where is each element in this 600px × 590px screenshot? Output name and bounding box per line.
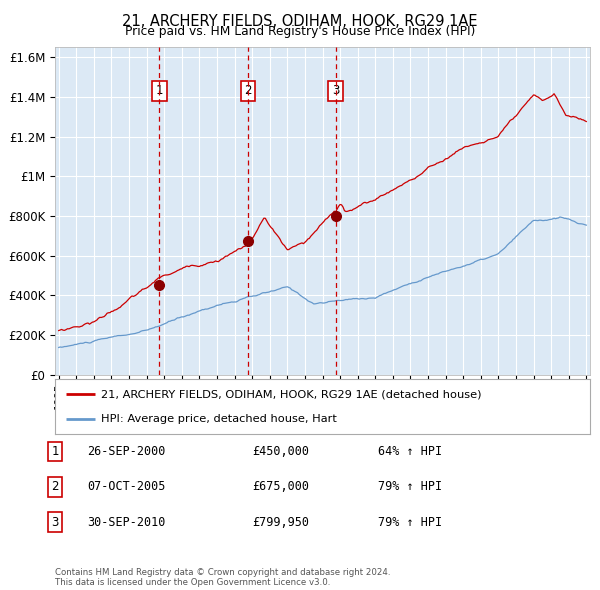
- Text: 1: 1: [156, 84, 163, 97]
- Text: £675,000: £675,000: [252, 480, 309, 493]
- Text: 26-SEP-2000: 26-SEP-2000: [87, 445, 166, 458]
- Text: 64% ↑ HPI: 64% ↑ HPI: [378, 445, 442, 458]
- Text: 3: 3: [332, 84, 340, 97]
- Text: 3: 3: [52, 516, 59, 529]
- Text: 1: 1: [52, 445, 59, 458]
- Text: Price paid vs. HM Land Registry's House Price Index (HPI): Price paid vs. HM Land Registry's House …: [125, 25, 475, 38]
- Text: £799,950: £799,950: [252, 516, 309, 529]
- Text: 21, ARCHERY FIELDS, ODIHAM, HOOK, RG29 1AE: 21, ARCHERY FIELDS, ODIHAM, HOOK, RG29 1…: [122, 14, 478, 29]
- Text: Contains HM Land Registry data © Crown copyright and database right 2024.
This d: Contains HM Land Registry data © Crown c…: [55, 568, 391, 587]
- Text: 07-OCT-2005: 07-OCT-2005: [87, 480, 166, 493]
- Text: 21, ARCHERY FIELDS, ODIHAM, HOOK, RG29 1AE (detached house): 21, ARCHERY FIELDS, ODIHAM, HOOK, RG29 1…: [101, 389, 481, 399]
- Text: 2: 2: [52, 480, 59, 493]
- Text: £450,000: £450,000: [252, 445, 309, 458]
- Text: 79% ↑ HPI: 79% ↑ HPI: [378, 516, 442, 529]
- Text: HPI: Average price, detached house, Hart: HPI: Average price, detached house, Hart: [101, 414, 337, 424]
- Text: 2: 2: [244, 84, 252, 97]
- Text: 30-SEP-2010: 30-SEP-2010: [87, 516, 166, 529]
- Text: 79% ↑ HPI: 79% ↑ HPI: [378, 480, 442, 493]
